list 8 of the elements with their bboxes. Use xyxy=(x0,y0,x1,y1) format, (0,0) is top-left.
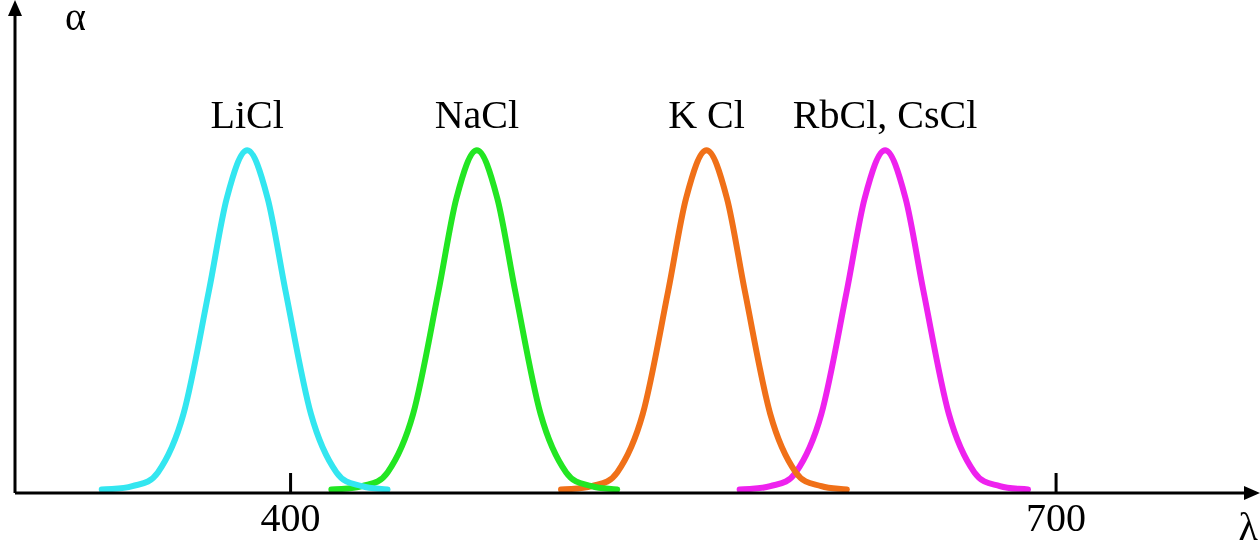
y-axis-title: α xyxy=(65,0,86,39)
series-label: LiCl xyxy=(210,92,284,138)
x-axis-title: λ xyxy=(1238,504,1259,547)
series-label: K Cl xyxy=(668,92,745,138)
x-tick-label: 400 xyxy=(260,494,321,540)
x-tick-label: 700 xyxy=(1026,494,1087,540)
series-label: NaCl xyxy=(434,92,520,138)
series-label: RbCl, CsCl xyxy=(792,92,978,138)
